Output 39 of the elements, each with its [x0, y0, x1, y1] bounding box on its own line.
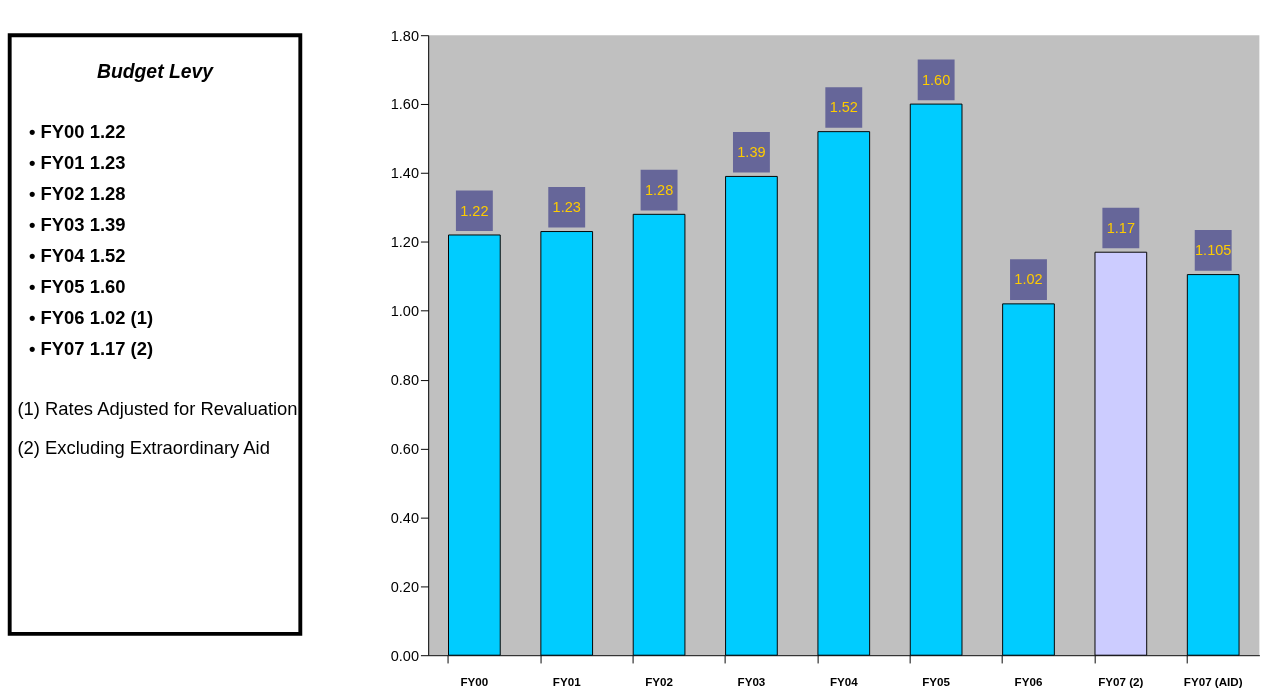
data-label: 1.17: [1106, 219, 1135, 236]
y-tick-label: 0.00: [390, 647, 419, 664]
y-tick-label: 0.80: [390, 371, 419, 388]
data-label: 1.22: [460, 202, 489, 219]
data-label: 1.23: [552, 199, 581, 216]
data-label: 1.52: [829, 99, 858, 116]
y-tick-label: 1.00: [390, 303, 419, 320]
x-tick-label: FY07 (2): [1098, 674, 1144, 688]
text: • FY03 1.39: [29, 213, 126, 235]
x-tick-label: FY03: [737, 674, 766, 688]
data-label: 1.02: [1014, 271, 1043, 288]
x-tick-label: FY01: [552, 674, 582, 688]
x-tick-label: FY06: [1014, 674, 1043, 688]
text: • FY00 1.22: [29, 120, 126, 142]
x-tick-label: FY05: [922, 674, 951, 688]
y-tick-label: 1.80: [390, 27, 419, 44]
data-label: 1.60: [922, 71, 951, 88]
data-label: 1.105: [1195, 242, 1232, 259]
text: • FY07 1.17 (2): [29, 337, 154, 359]
text: • FY06 1.02 (1): [29, 306, 154, 328]
y-tick-label: 0.40: [390, 509, 419, 526]
y-tick-label: 1.40: [390, 165, 419, 182]
y-tick-label: 1.60: [390, 96, 419, 113]
text: (1) Rates Adjusted for Revaluation: [17, 397, 298, 419]
text: • FY01 1.23: [29, 151, 126, 173]
x-tick-label: FY02: [645, 674, 673, 688]
y-tick-label: 0.60: [390, 440, 419, 457]
text: • FY04 1.52: [29, 244, 126, 266]
text: • FY02 1.28: [29, 182, 126, 204]
x-tick-label: FY00: [460, 674, 489, 688]
text: • FY05 1.60: [29, 275, 126, 297]
text: Budget Levy: [96, 59, 215, 82]
x-tick-label: FY04: [829, 674, 859, 688]
data-label: 1.39: [737, 144, 766, 161]
y-tick-label: 0.20: [390, 578, 419, 595]
y-tick-label: 1.20: [390, 234, 419, 251]
data-label: 1.28: [644, 181, 674, 198]
text: (2) Excluding Extraordinary Aid: [17, 436, 270, 458]
x-tick-label: FY07 (AID): [1183, 674, 1243, 688]
